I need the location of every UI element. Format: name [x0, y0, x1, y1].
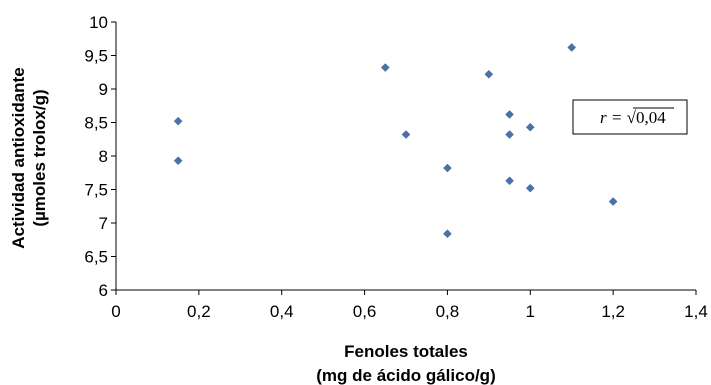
- y-tick-label: 8: [99, 147, 108, 166]
- axes: [115, 22, 696, 291]
- y-tick-label: 8,5: [84, 114, 108, 133]
- data-point: [525, 183, 535, 193]
- data-point: [505, 130, 514, 139]
- data-point: [443, 163, 452, 173]
- x-tick-label: 1,4: [684, 302, 708, 321]
- y-axis-title-line1: Actividad antioxidante: [9, 67, 28, 248]
- x-tick-label: 0,6: [353, 302, 377, 321]
- data-point: [608, 197, 618, 206]
- data-point: [173, 156, 183, 166]
- data-point: [380, 63, 390, 72]
- data-point: [443, 229, 452, 239]
- y-axis-title-line2: (µmoles trolox/g): [30, 89, 49, 226]
- data-point: [505, 110, 514, 119]
- correlation-annotation: r = √0,04: [572, 99, 688, 135]
- data-point: [173, 116, 183, 126]
- x-tick-label: 1: [526, 302, 535, 321]
- annotation-value: 0,04: [636, 108, 666, 127]
- y-tick-label: 10: [89, 13, 108, 32]
- x-tick-label: 0,4: [270, 302, 294, 321]
- annotation-radical: √: [627, 108, 637, 127]
- y-tick-label: 9,5: [84, 47, 108, 66]
- x-axis-ticks: 0 0,2 0,4 0,6 0,8 1 1,2 1,4: [111, 290, 708, 321]
- data-point: [484, 69, 494, 79]
- x-axis-title-line1: Fenoles totales: [344, 342, 468, 361]
- annotation-box: [572, 99, 688, 135]
- data-point: [401, 130, 411, 139]
- data-point: [525, 122, 535, 132]
- y-tick-label: 9: [99, 80, 108, 99]
- y-tick-label: 7,5: [84, 181, 108, 200]
- y-axis-ticks: 6 6,5 7 7,5 8 8,5 9 9,5 10: [84, 13, 116, 300]
- x-tick-label: 0,8: [436, 302, 460, 321]
- y-tick-label: 6: [99, 281, 108, 300]
- x-tick-label: 1,2: [601, 302, 625, 321]
- y-axis-title: Actividad antioxidante (µmoles trolox/g): [9, 67, 49, 248]
- x-tick-label: 0: [111, 302, 120, 321]
- data-points: [173, 43, 618, 239]
- data-point: [567, 43, 577, 52]
- annotation-prefix: r =: [600, 108, 627, 127]
- annotation-text: r = √0,04: [600, 108, 666, 127]
- x-tick-label: 0,2: [187, 302, 211, 321]
- data-point: [505, 176, 514, 186]
- y-tick-label: 7: [99, 214, 108, 233]
- x-axis-title-line2: (mg de ácido gálico/g): [316, 366, 495, 385]
- x-axis-title: Fenoles totales (mg de ácido gálico/g): [316, 342, 495, 385]
- y-tick-label: 6,5: [84, 248, 108, 267]
